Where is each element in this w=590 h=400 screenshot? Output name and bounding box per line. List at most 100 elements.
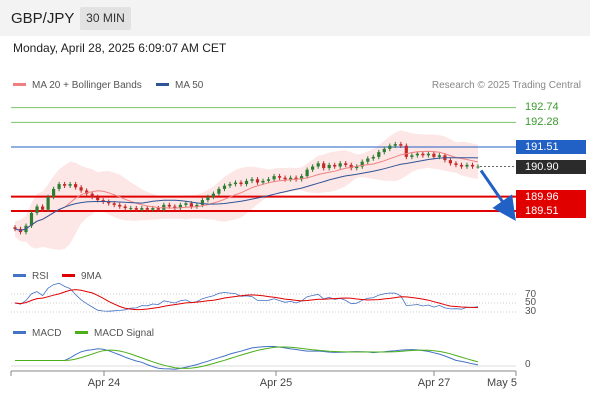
candle-body	[217, 188, 221, 194]
candle-body	[35, 206, 39, 213]
candle-body	[294, 177, 298, 180]
legend-ma50: MA 50	[156, 80, 203, 91]
x-label-apr25: Apr 25	[259, 377, 293, 389]
candle-body	[195, 204, 199, 207]
candle-body	[311, 166, 315, 170]
candle-body	[371, 156, 375, 159]
candle-body	[266, 179, 271, 181]
candle-body	[465, 164, 469, 167]
candle-body	[222, 185, 227, 189]
candle-body	[250, 179, 254, 181]
candle-body	[101, 200, 105, 202]
candle-body	[85, 190, 89, 194]
macd-line	[15, 346, 479, 370]
candle-body	[244, 180, 249, 185]
candle-body	[173, 206, 177, 209]
candle-body	[189, 203, 193, 207]
rsi-axis-30: 30	[525, 306, 537, 317]
x-axis	[10, 370, 517, 376]
candle-body	[68, 184, 72, 186]
candle-body	[459, 164, 464, 167]
macd-signal-line	[15, 346, 479, 369]
rsi-swatch	[13, 273, 26, 277]
level-tag-192-74: 192.74	[525, 101, 559, 113]
macd-signal-swatch	[75, 330, 88, 334]
top-bar: GBP/JPY 30 MIN	[0, 0, 590, 36]
legend-macd-label: MACD	[32, 328, 62, 339]
rsi-line	[14, 282, 479, 312]
candle-body	[151, 208, 155, 210]
candle-body	[167, 204, 171, 207]
candle-body	[289, 177, 293, 180]
ma9-swatch	[62, 273, 75, 277]
candle-body	[145, 208, 149, 210]
candle-body	[112, 203, 116, 205]
candle-body	[13, 227, 17, 229]
macd-swatch	[13, 330, 26, 334]
candle-body	[184, 203, 188, 205]
legend-macd: MACD	[13, 328, 61, 339]
candle-body	[355, 166, 359, 169]
price-level-lines	[11, 107, 516, 212]
candle-body	[333, 164, 337, 167]
chart-panel	[0, 36, 590, 400]
legend-ma20-label: MA 20 + Bollinger Bands	[32, 80, 142, 91]
candle-body	[52, 188, 56, 197]
forecast-arrow-line	[479, 169, 516, 221]
candle-body	[410, 155, 414, 157]
candle-body	[134, 208, 138, 210]
candle-body	[140, 208, 144, 210]
candle-body	[344, 163, 348, 165]
candle-body	[178, 204, 182, 209]
date-label: Monday, April 28, 2025 6:09:07 AM CET	[13, 41, 227, 55]
candle-body	[278, 176, 282, 178]
macd-axis-0: 0	[525, 359, 531, 370]
candle-body	[377, 152, 381, 157]
candle-body	[118, 204, 122, 207]
candle-body	[156, 208, 160, 210]
candle-body	[233, 182, 238, 185]
candle-body	[63, 184, 67, 186]
candle-body	[421, 153, 425, 156]
candle-body	[305, 169, 309, 177]
candle-body	[382, 148, 386, 153]
candle-body	[454, 163, 458, 165]
candle-body	[107, 201, 111, 204]
forecast-arrow	[479, 169, 516, 221]
last-price-tag: 190.90	[516, 160, 586, 174]
x-label-apr27: Apr 27	[417, 377, 451, 389]
ma50-swatch	[156, 82, 169, 86]
candle-body	[476, 166, 480, 168]
candle-body	[437, 155, 441, 157]
candle-body	[90, 193, 94, 197]
legend-ma50-label: MA 50	[175, 80, 204, 91]
timeframe-button[interactable]: 30 MIN	[80, 7, 131, 30]
candle-body	[404, 145, 408, 157]
candle-body	[388, 145, 392, 149]
candle-body	[322, 163, 326, 169]
rsi-panel	[11, 282, 516, 313]
candle-body	[74, 184, 78, 188]
candle-body	[206, 196, 210, 201]
candle-body	[415, 153, 419, 156]
candle-body	[29, 212, 34, 226]
ma50-line	[14, 157, 479, 232]
x-label-may5: May 5	[487, 377, 517, 389]
candle-body	[393, 144, 397, 146]
level-tag-191-51: 191.51	[516, 140, 586, 154]
candle-body	[46, 196, 50, 210]
candle-body	[96, 196, 100, 201]
candle-body	[57, 184, 61, 189]
legend-ma9: 9MA	[62, 271, 102, 282]
level-tag-189-51: 189.51	[516, 204, 586, 218]
candle-body	[327, 164, 331, 169]
candle-body	[283, 177, 287, 180]
candle-body	[41, 206, 45, 210]
candle-body	[300, 176, 304, 180]
candle-body	[316, 163, 320, 167]
candle-body	[272, 176, 276, 180]
ma20-swatch	[13, 82, 26, 86]
candle-body	[228, 184, 232, 186]
candle-body	[211, 193, 215, 197]
